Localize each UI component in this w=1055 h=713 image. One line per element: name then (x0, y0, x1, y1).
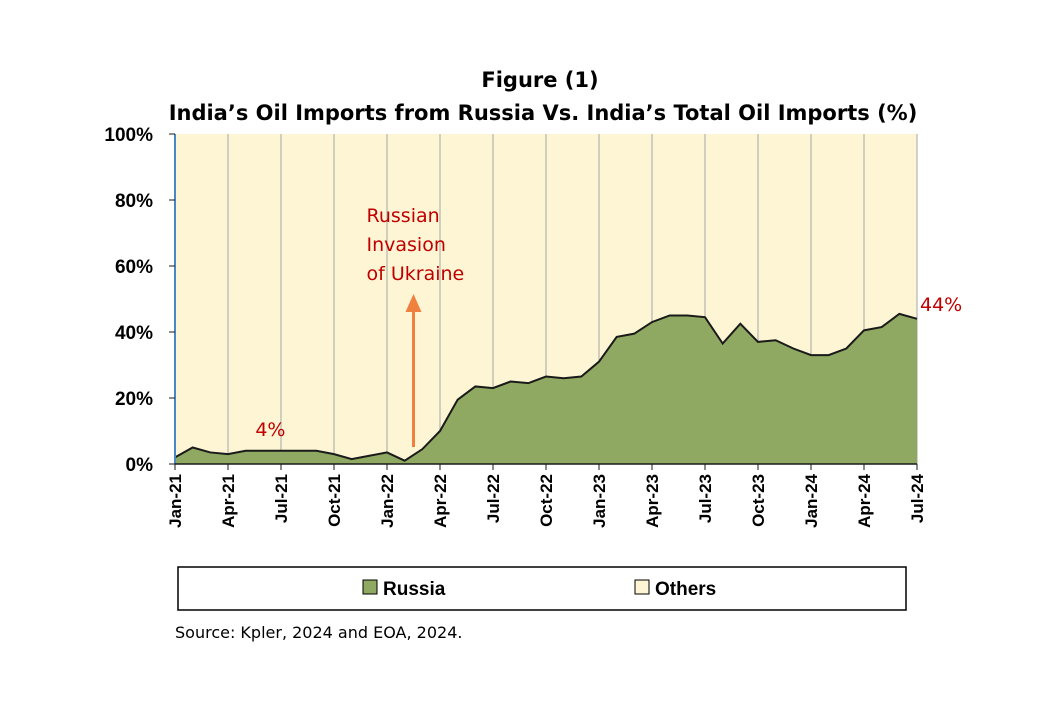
label-4pct: 4% (255, 419, 285, 441)
x-tick-label: Jan-23 (590, 474, 609, 528)
y-tick-label: 100% (104, 125, 153, 146)
invasion-label-line: Russian (367, 205, 440, 227)
legend-label-others: Others (655, 579, 716, 600)
invasion-arrow-head (405, 294, 422, 312)
y-tick-labels: 0% 20% 40% 60% 80% 100% (104, 125, 175, 476)
x-tick-label: Oct-23 (749, 474, 768, 527)
x-tick-label: Oct-22 (537, 474, 556, 527)
x-tick-label: Jul-23 (696, 474, 715, 523)
russia-line (174, 312, 918, 462)
label-44pct: 44% (920, 294, 962, 316)
legend-box (177, 566, 907, 611)
x-tick-label: Jul-21 (272, 474, 291, 523)
legend-swatch-russia (362, 579, 378, 595)
y-tick-label: 60% (115, 257, 153, 278)
y-tick-label: 80% (115, 191, 153, 212)
x-tick-label: Jul-24 (908, 473, 927, 523)
x-tick-labels: Jan-21 Apr-21 Jul-21 Oct-21 Jan-22 Apr-22 Jul-… (166, 464, 927, 528)
russia-area (175, 313, 917, 464)
annotations: 4% 44% Russian Invasion of Ukraine (255, 205, 962, 447)
y-tick-label: 20% (115, 389, 153, 410)
x-tick-label: Jan-22 (378, 474, 397, 528)
legend-swatch-others (634, 579, 650, 595)
invasion-label-line: Invasion (367, 234, 446, 256)
x-tick-label: Jan-24 (802, 473, 821, 527)
invasion-label-line: of Ukraine (367, 263, 465, 285)
chart-title: Figure (1) (481, 68, 598, 92)
x-tick-label: Apr-24 (855, 473, 874, 527)
source-note: Source: Kpler, 2024 and EOA, 2024. (175, 623, 462, 642)
x-tick-label: Apr-21 (219, 474, 238, 528)
chart-subtitle: India’s Oil Imports from Russia Vs. Indi… (169, 101, 918, 125)
y-tick-label: 0% (126, 455, 154, 476)
x-tick-label: Jul-22 (484, 474, 503, 523)
x-tick-label: Oct-21 (325, 474, 344, 527)
legend-label-russia: Russia (383, 579, 446, 600)
x-tick-label: Jan-21 (166, 474, 185, 528)
x-tick-label: Apr-23 (643, 474, 662, 528)
x-tick-label: Apr-22 (431, 474, 450, 528)
y-tick-label: 40% (115, 323, 153, 344)
